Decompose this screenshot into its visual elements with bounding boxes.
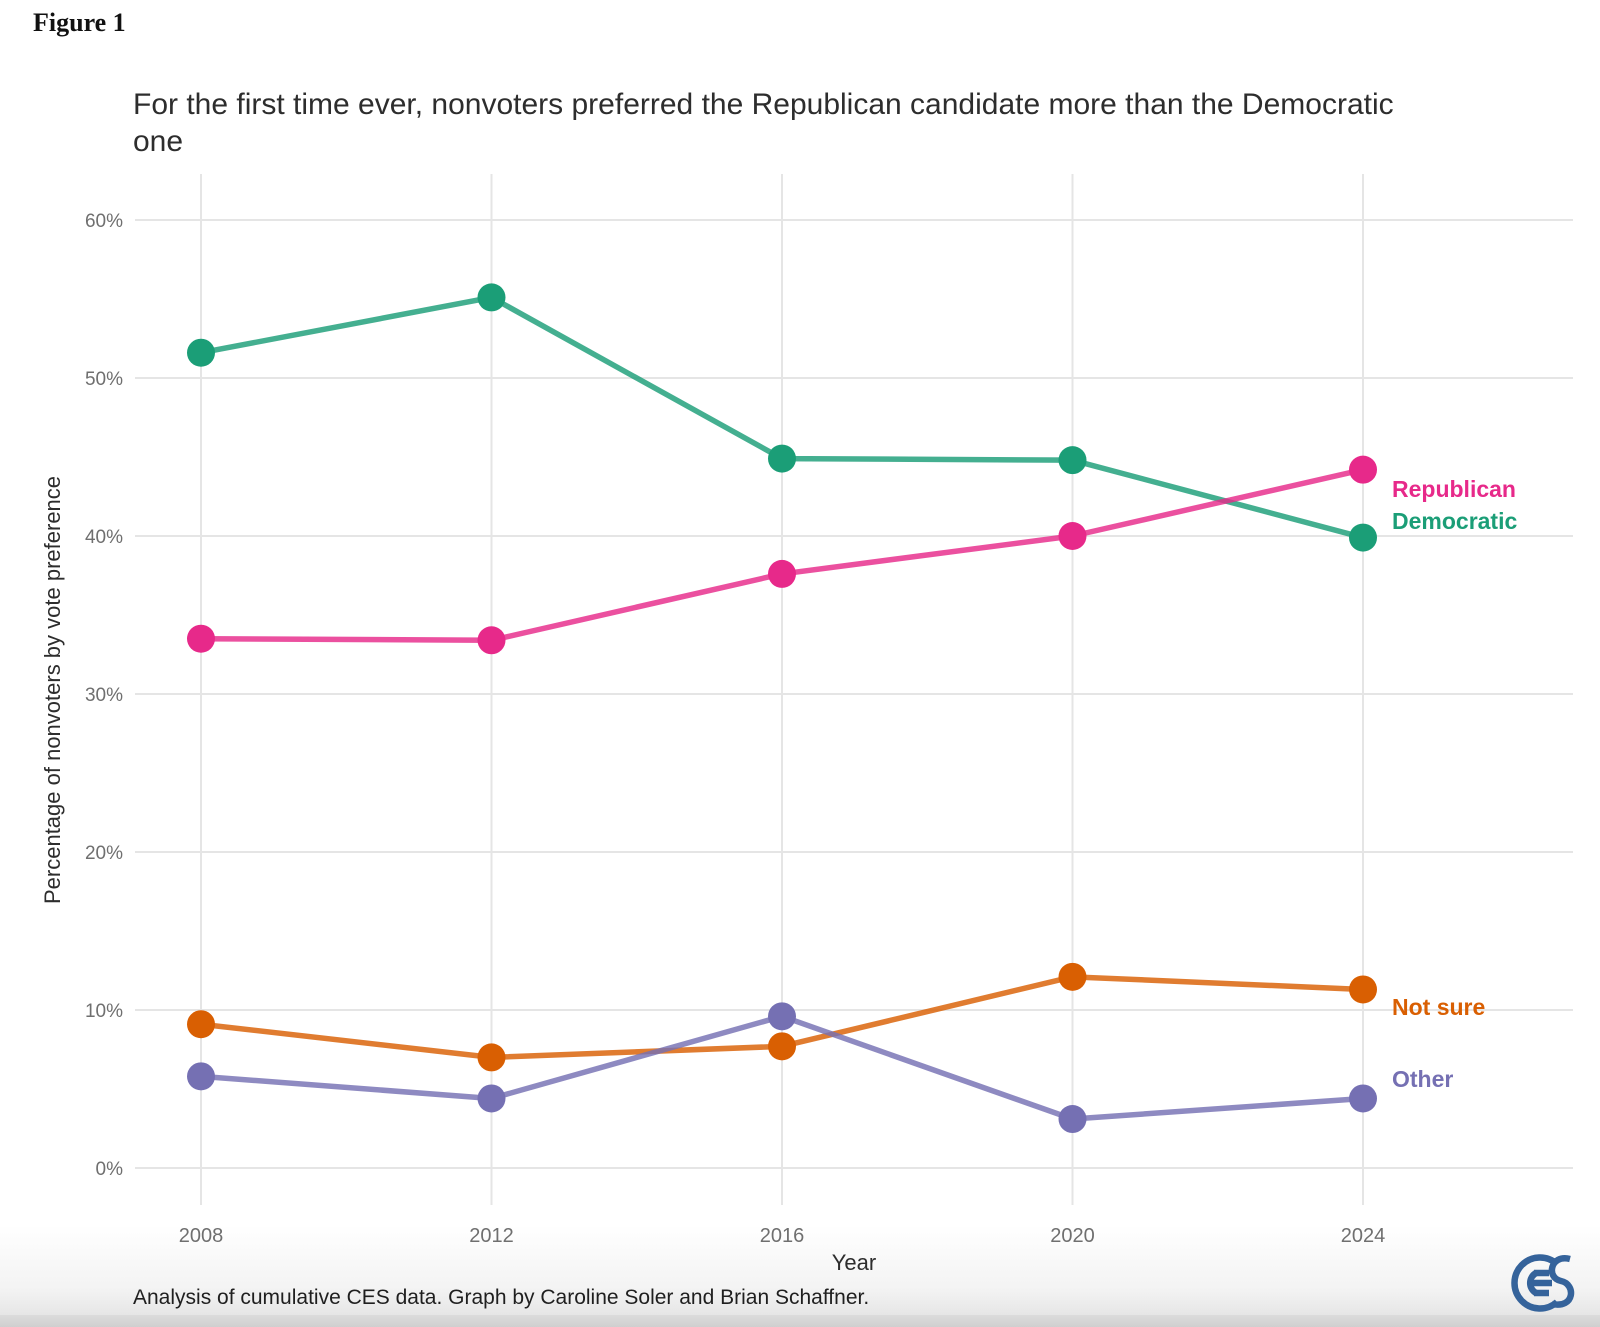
caption: Analysis of cumulative CES data. Graph b… [133, 1286, 870, 1309]
y-tick-label: 40% [85, 527, 123, 548]
data-point-democratic [1058, 446, 1087, 475]
data-point-not-sure [477, 1043, 506, 1072]
data-point-not-sure [1058, 962, 1087, 991]
y-tick-label: 30% [85, 685, 123, 706]
series-label-other: Other [1392, 1066, 1453, 1092]
x-tick-label: 2024 [1341, 1225, 1386, 1247]
x-tick-label: 2020 [1050, 1225, 1095, 1247]
series-label-republican: Republican [1392, 476, 1516, 502]
y-tick-label: 10% [85, 1001, 123, 1022]
data-point-not-sure [768, 1032, 796, 1061]
data-point-democratic [1349, 523, 1377, 552]
series-label-not-sure: Not sure [1392, 994, 1485, 1020]
data-point-other [1349, 1084, 1377, 1113]
x-tick-label: 2016 [760, 1225, 805, 1247]
x-tick-label: 2008 [179, 1225, 224, 1247]
data-point-republican [477, 626, 506, 655]
data-point-other [768, 1002, 796, 1031]
data-point-other [187, 1062, 215, 1091]
y-axis-title: Percentage of nonvoters by vote preferen… [40, 476, 65, 904]
x-tick-label: 2012 [469, 1225, 514, 1247]
y-tick-label: 0% [96, 1159, 124, 1180]
y-tick-label: 20% [85, 843, 123, 864]
data-point-republican [768, 559, 796, 588]
bottom-band [0, 1315, 1600, 1327]
data-point-democratic [768, 444, 796, 473]
data-point-republican [187, 624, 215, 653]
ces-logo-c [1511, 1254, 1560, 1312]
x-axis-title: Year [832, 1250, 876, 1275]
ces-logo-e-bars [1532, 1269, 1552, 1297]
y-tick-label: 50% [85, 369, 123, 390]
figure-label: Figure 1 [33, 8, 126, 37]
data-point-democratic [187, 338, 215, 367]
y-tick-label: 60% [85, 211, 123, 232]
data-point-republican [1058, 522, 1087, 550]
data-point-other [477, 1084, 506, 1113]
data-point-not-sure [187, 1010, 215, 1039]
footer-gradient [0, 1225, 1600, 1315]
ces-logo-icon [1511, 1254, 1575, 1312]
data-point-republican [1349, 455, 1377, 484]
data-point-not-sure [1349, 975, 1377, 1004]
data-point-democratic [477, 283, 506, 312]
ces-logo-s [1548, 1255, 1575, 1308]
data-point-other [1058, 1105, 1087, 1134]
series-label-democratic: Democratic [1392, 508, 1517, 534]
chart-title: For the first time ever, nonvoters prefe… [133, 88, 1394, 158]
